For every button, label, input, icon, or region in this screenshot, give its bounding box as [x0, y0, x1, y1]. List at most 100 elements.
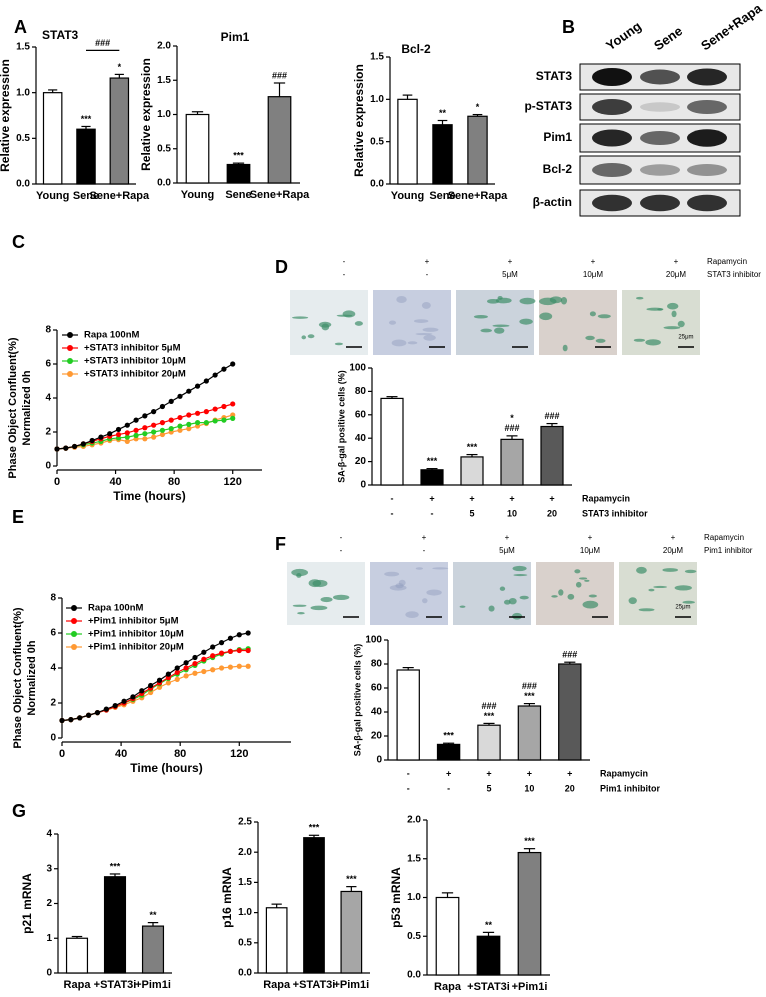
y-tick-label: 2.0 [238, 847, 252, 858]
y-tick-label: 0.5 [157, 143, 171, 154]
significance-mark: ### [272, 70, 287, 80]
panel-letter: C [12, 232, 25, 252]
y-tick-label: 4 [46, 829, 52, 840]
cell [415, 332, 433, 336]
legend-label: Rapa 100nM [88, 603, 144, 614]
error-bar [147, 922, 159, 927]
point [115, 426, 122, 433]
cell [413, 319, 429, 323]
panel-letter: B [562, 17, 575, 37]
cell [653, 585, 668, 589]
y-tick-label: 1.0 [16, 87, 30, 98]
y-tick-label: 3 [46, 863, 52, 874]
point [183, 660, 189, 666]
bar [65, 937, 89, 974]
blot-band [640, 131, 680, 145]
cell [310, 605, 328, 611]
point [194, 420, 201, 426]
significance-mark: ### [504, 423, 519, 433]
point [201, 656, 207, 662]
condition-label: + [469, 493, 474, 503]
point [159, 403, 166, 410]
cell [562, 344, 568, 352]
image-condition-label: - [343, 270, 346, 279]
panel-letter: E [12, 507, 24, 527]
point [227, 635, 234, 641]
y-tick-label: 2.5 [238, 817, 252, 828]
point [221, 417, 227, 423]
image-row-name: Rapamycin [707, 257, 747, 266]
y-tick-label: 40 [355, 433, 367, 444]
cell [519, 595, 529, 600]
y-axis-label: Phase Object Confluent(%) [7, 337, 19, 479]
condition-label: 20 [547, 508, 557, 518]
cell [519, 318, 533, 325]
y-tick-label: 0.0 [238, 968, 252, 979]
cell [589, 311, 596, 317]
point [201, 649, 207, 655]
condition-label: - [407, 783, 410, 793]
condition-label: 5 [469, 508, 474, 518]
blot-row-label: STAT3 [536, 69, 573, 83]
point [212, 418, 218, 424]
bar [340, 890, 363, 974]
condition-label: - [447, 783, 450, 793]
error-bar [472, 113, 483, 117]
y-tick-label: 8 [45, 325, 51, 336]
bar [397, 98, 418, 185]
cell [674, 585, 692, 591]
y-tick-label: 20 [371, 731, 383, 742]
significance-mark: *** [81, 114, 92, 124]
legend-marker [71, 644, 77, 650]
condition-label: + [527, 768, 532, 778]
point [133, 427, 139, 433]
y-tick-label: 1.5 [157, 75, 171, 86]
bar [76, 128, 96, 185]
y-tick-label: 0.5 [238, 937, 252, 948]
point [230, 415, 236, 421]
point [156, 677, 163, 683]
condition-label: - [407, 768, 410, 778]
error-bar [483, 722, 495, 726]
point [80, 441, 86, 447]
y-tick-label: 6 [50, 628, 56, 639]
point [230, 401, 236, 407]
cell [508, 597, 517, 605]
point [183, 673, 189, 679]
y-axis-label: SA-β-gal positive cells (%) [352, 644, 362, 757]
point [221, 403, 227, 410]
point [221, 366, 227, 372]
blot-band [592, 68, 632, 86]
point [124, 430, 130, 436]
bar [42, 92, 63, 185]
condition-label: - [391, 508, 394, 518]
point [236, 663, 242, 669]
error-bar [523, 848, 536, 853]
y-tick-label: 0.0 [407, 970, 421, 981]
significance-mark: ### [522, 681, 537, 691]
significance-mark: *** [309, 823, 320, 833]
cell [567, 593, 575, 600]
image-condition-label: 20μM [666, 270, 687, 279]
point [103, 706, 109, 712]
bar [185, 113, 210, 184]
point [186, 426, 192, 432]
error-bar [546, 422, 558, 427]
cell [488, 605, 495, 612]
series-line [61, 648, 249, 722]
cell [494, 327, 505, 334]
cell [558, 589, 564, 596]
cell [539, 312, 553, 321]
cell [318, 321, 332, 328]
blot-band [592, 129, 632, 147]
condition-row-name: STAT3 inhibitor [582, 508, 648, 518]
significance-mark: * [510, 413, 514, 423]
lane-label: Sene [651, 23, 685, 53]
scale-bar-label: 25μm [675, 605, 690, 611]
point [71, 443, 78, 450]
y-tick-label: 1.5 [370, 52, 384, 63]
x-tick-label: +STAT3i [94, 979, 137, 991]
error-bar [71, 935, 83, 939]
cell [584, 579, 590, 582]
image-row-name: STAT3 inhibitor [707, 270, 761, 279]
